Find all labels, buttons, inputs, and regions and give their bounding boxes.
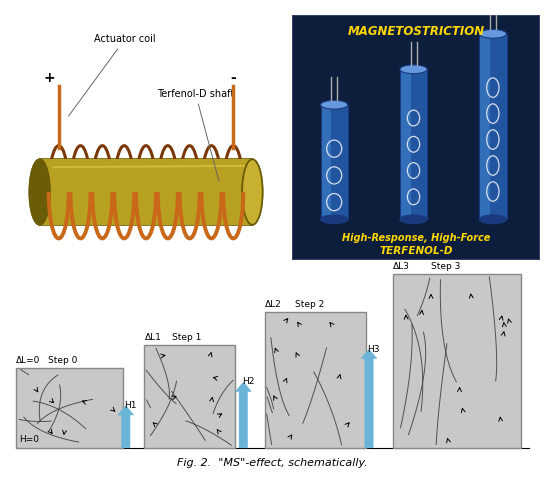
- Ellipse shape: [29, 159, 50, 225]
- Text: Step 1: Step 1: [172, 333, 201, 342]
- FancyArrow shape: [118, 406, 134, 448]
- Text: Step 0: Step 0: [48, 356, 78, 365]
- FancyBboxPatch shape: [40, 159, 252, 225]
- Text: Terfenol-D shaft: Terfenol-D shaft: [157, 88, 234, 181]
- Bar: [479, 34, 506, 219]
- Bar: [322, 105, 331, 219]
- Bar: [401, 69, 410, 219]
- Text: H1: H1: [124, 401, 137, 410]
- Ellipse shape: [242, 159, 263, 225]
- FancyArrow shape: [235, 382, 251, 448]
- Bar: [144, 345, 235, 448]
- Text: ΔL1: ΔL1: [144, 333, 161, 342]
- Bar: [321, 105, 348, 219]
- Text: +: +: [44, 71, 55, 84]
- Ellipse shape: [400, 215, 427, 224]
- Text: High-Response, High-Force: High-Response, High-Force: [342, 233, 490, 244]
- Bar: [16, 368, 123, 448]
- Ellipse shape: [479, 29, 506, 38]
- Text: H2: H2: [242, 378, 254, 386]
- Text: H3: H3: [368, 345, 380, 354]
- Ellipse shape: [321, 100, 348, 109]
- Text: Fig. 2.  "MS"-effect, schematically.: Fig. 2. "MS"-effect, schematically.: [177, 458, 368, 467]
- Ellipse shape: [29, 159, 50, 225]
- Text: Step 2: Step 2: [295, 300, 325, 309]
- FancyArrow shape: [361, 349, 377, 448]
- Text: ΔL=0: ΔL=0: [16, 356, 41, 365]
- Text: MAGNETOSTRICTION: MAGNETOSTRICTION: [348, 25, 484, 38]
- Bar: [393, 274, 521, 448]
- Text: Step 3: Step 3: [431, 262, 461, 272]
- Ellipse shape: [479, 215, 506, 224]
- Bar: [264, 312, 366, 448]
- Text: H=0: H=0: [19, 435, 39, 444]
- Bar: [400, 69, 427, 219]
- Text: -: -: [230, 71, 236, 84]
- Text: ΔL2: ΔL2: [264, 300, 282, 309]
- Text: Actuator coil: Actuator coil: [68, 34, 156, 116]
- FancyBboxPatch shape: [40, 159, 252, 225]
- Ellipse shape: [400, 65, 427, 74]
- Ellipse shape: [242, 159, 263, 225]
- Ellipse shape: [321, 215, 348, 224]
- Text: TERFENOL-D: TERFENOL-D: [379, 246, 453, 256]
- Text: ΔL3: ΔL3: [393, 262, 410, 272]
- Bar: [480, 34, 490, 219]
